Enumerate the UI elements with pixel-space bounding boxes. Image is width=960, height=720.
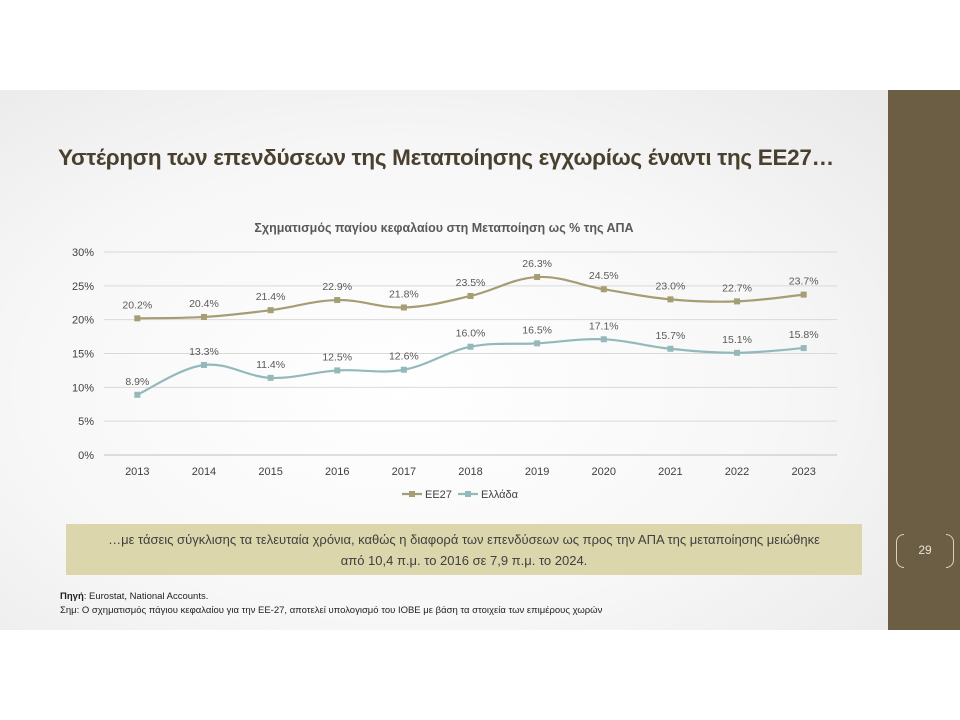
- data-label: 22.9%: [322, 281, 352, 293]
- data-label: 12.5%: [322, 351, 352, 363]
- data-label: 8.9%: [125, 376, 149, 388]
- source-text: : Eurostat, National Accounts.: [83, 591, 209, 602]
- x-tick-label: 2023: [791, 466, 815, 478]
- data-point-marker: [267, 374, 274, 381]
- data-label: 13.3%: [189, 346, 219, 358]
- x-tick-label: 2018: [458, 466, 482, 478]
- data-label: 20.4%: [189, 298, 219, 310]
- data-label: 15.8%: [789, 329, 819, 341]
- x-tick-label: 2014: [192, 466, 216, 478]
- data-label: 15.7%: [656, 330, 686, 342]
- y-tick-label: 30%: [72, 247, 94, 259]
- y-tick-label: 0%: [78, 450, 94, 462]
- data-label: 23.5%: [456, 277, 486, 289]
- x-tick-label: 2013: [125, 466, 149, 478]
- data-label: 12.6%: [389, 351, 419, 363]
- data-label: 23.0%: [656, 280, 686, 292]
- x-tick-label: 2017: [392, 466, 416, 478]
- line-chart: 0% 5% 10% 15% 20% 25% 30% 2013 2014 2015 2016 2017 2…: [72, 247, 837, 501]
- data-point-marker: [734, 298, 741, 305]
- x-tick-label: 2020: [592, 466, 616, 478]
- data-point-marker: [734, 349, 741, 356]
- chart-title: Σχηματισμός παγίου κεφαλαίου στη Μεταποί…: [254, 221, 634, 235]
- callout-line-2: από 10,4 π.μ. το 2016 σε 7,9 π.μ. το 202…: [340, 553, 588, 568]
- data-point-marker: [600, 286, 607, 293]
- data-point-marker: [200, 362, 207, 369]
- data-point-marker: [334, 297, 341, 304]
- data-label: 15.1%: [722, 334, 752, 346]
- data-point-marker: [534, 274, 541, 281]
- legend-label: ΕΕ27: [425, 489, 452, 501]
- data-point-marker: [467, 343, 474, 350]
- callout-line-1: …με τάσεις σύγκλισης τα τελευταία χρόνια…: [108, 532, 820, 547]
- data-point-marker: [267, 307, 274, 314]
- x-tick-label: 2015: [258, 466, 282, 478]
- data-point-marker: [600, 336, 607, 343]
- data-label: 24.5%: [589, 270, 619, 282]
- legend-label: Ελλάδα: [481, 489, 519, 501]
- y-tick-label: 25%: [72, 281, 94, 293]
- legend-marker: [465, 491, 471, 497]
- data-label: 22.7%: [722, 282, 752, 294]
- data-label: 17.1%: [589, 320, 619, 332]
- data-point-marker: [400, 304, 407, 311]
- data-point-marker: [200, 313, 207, 320]
- page-number: 29: [918, 543, 932, 557]
- x-tick-label: 2019: [525, 466, 549, 478]
- data-point-marker: [467, 292, 474, 299]
- data-label: 26.3%: [522, 258, 552, 270]
- x-tick-label: 2016: [325, 466, 349, 478]
- callout-box: …με τάσεις σύγκλισης τα τελευταία χρόνια…: [66, 524, 862, 575]
- data-label: 21.8%: [389, 288, 419, 300]
- slide-title: Υστέρηση των επενδύσεων της Μεταποίησης …: [58, 145, 834, 170]
- page-number-badge: 29: [896, 534, 954, 568]
- x-tick-label: 2022: [725, 466, 749, 478]
- data-point-marker: [134, 315, 141, 322]
- data-point-marker: [400, 366, 407, 373]
- data-label: 11.4%: [256, 359, 285, 371]
- data-label: 23.7%: [789, 276, 819, 288]
- data-label: 16.0%: [456, 328, 486, 340]
- data-label: 16.5%: [522, 324, 552, 336]
- data-point-marker: [800, 345, 807, 352]
- y-tick-label: 15%: [72, 349, 94, 361]
- data-point-marker: [534, 340, 541, 347]
- y-tick-label: 10%: [72, 382, 94, 394]
- data-point-marker: [334, 367, 341, 374]
- data-point-marker: [667, 345, 674, 352]
- data-label: 21.4%: [256, 291, 286, 303]
- source-label: Πηγή: [60, 591, 84, 602]
- data-point-marker: [667, 296, 674, 303]
- y-tick-label: 5%: [78, 416, 94, 428]
- y-tick-label: 20%: [72, 315, 94, 327]
- x-tick-label: 2021: [658, 466, 682, 478]
- source-line: Πηγή: Eurostat, National Accounts.: [60, 590, 602, 604]
- data-point-marker: [134, 391, 141, 398]
- legend-marker: [409, 491, 415, 497]
- source-notes: Πηγή: Eurostat, National Accounts. Σημ: …: [60, 590, 602, 618]
- data-point-marker: [800, 291, 807, 298]
- data-label: 20.2%: [122, 299, 152, 311]
- note-line: Σημ: Ο σχηματισμός πάγιου κεφαλαίου για …: [60, 605, 603, 616]
